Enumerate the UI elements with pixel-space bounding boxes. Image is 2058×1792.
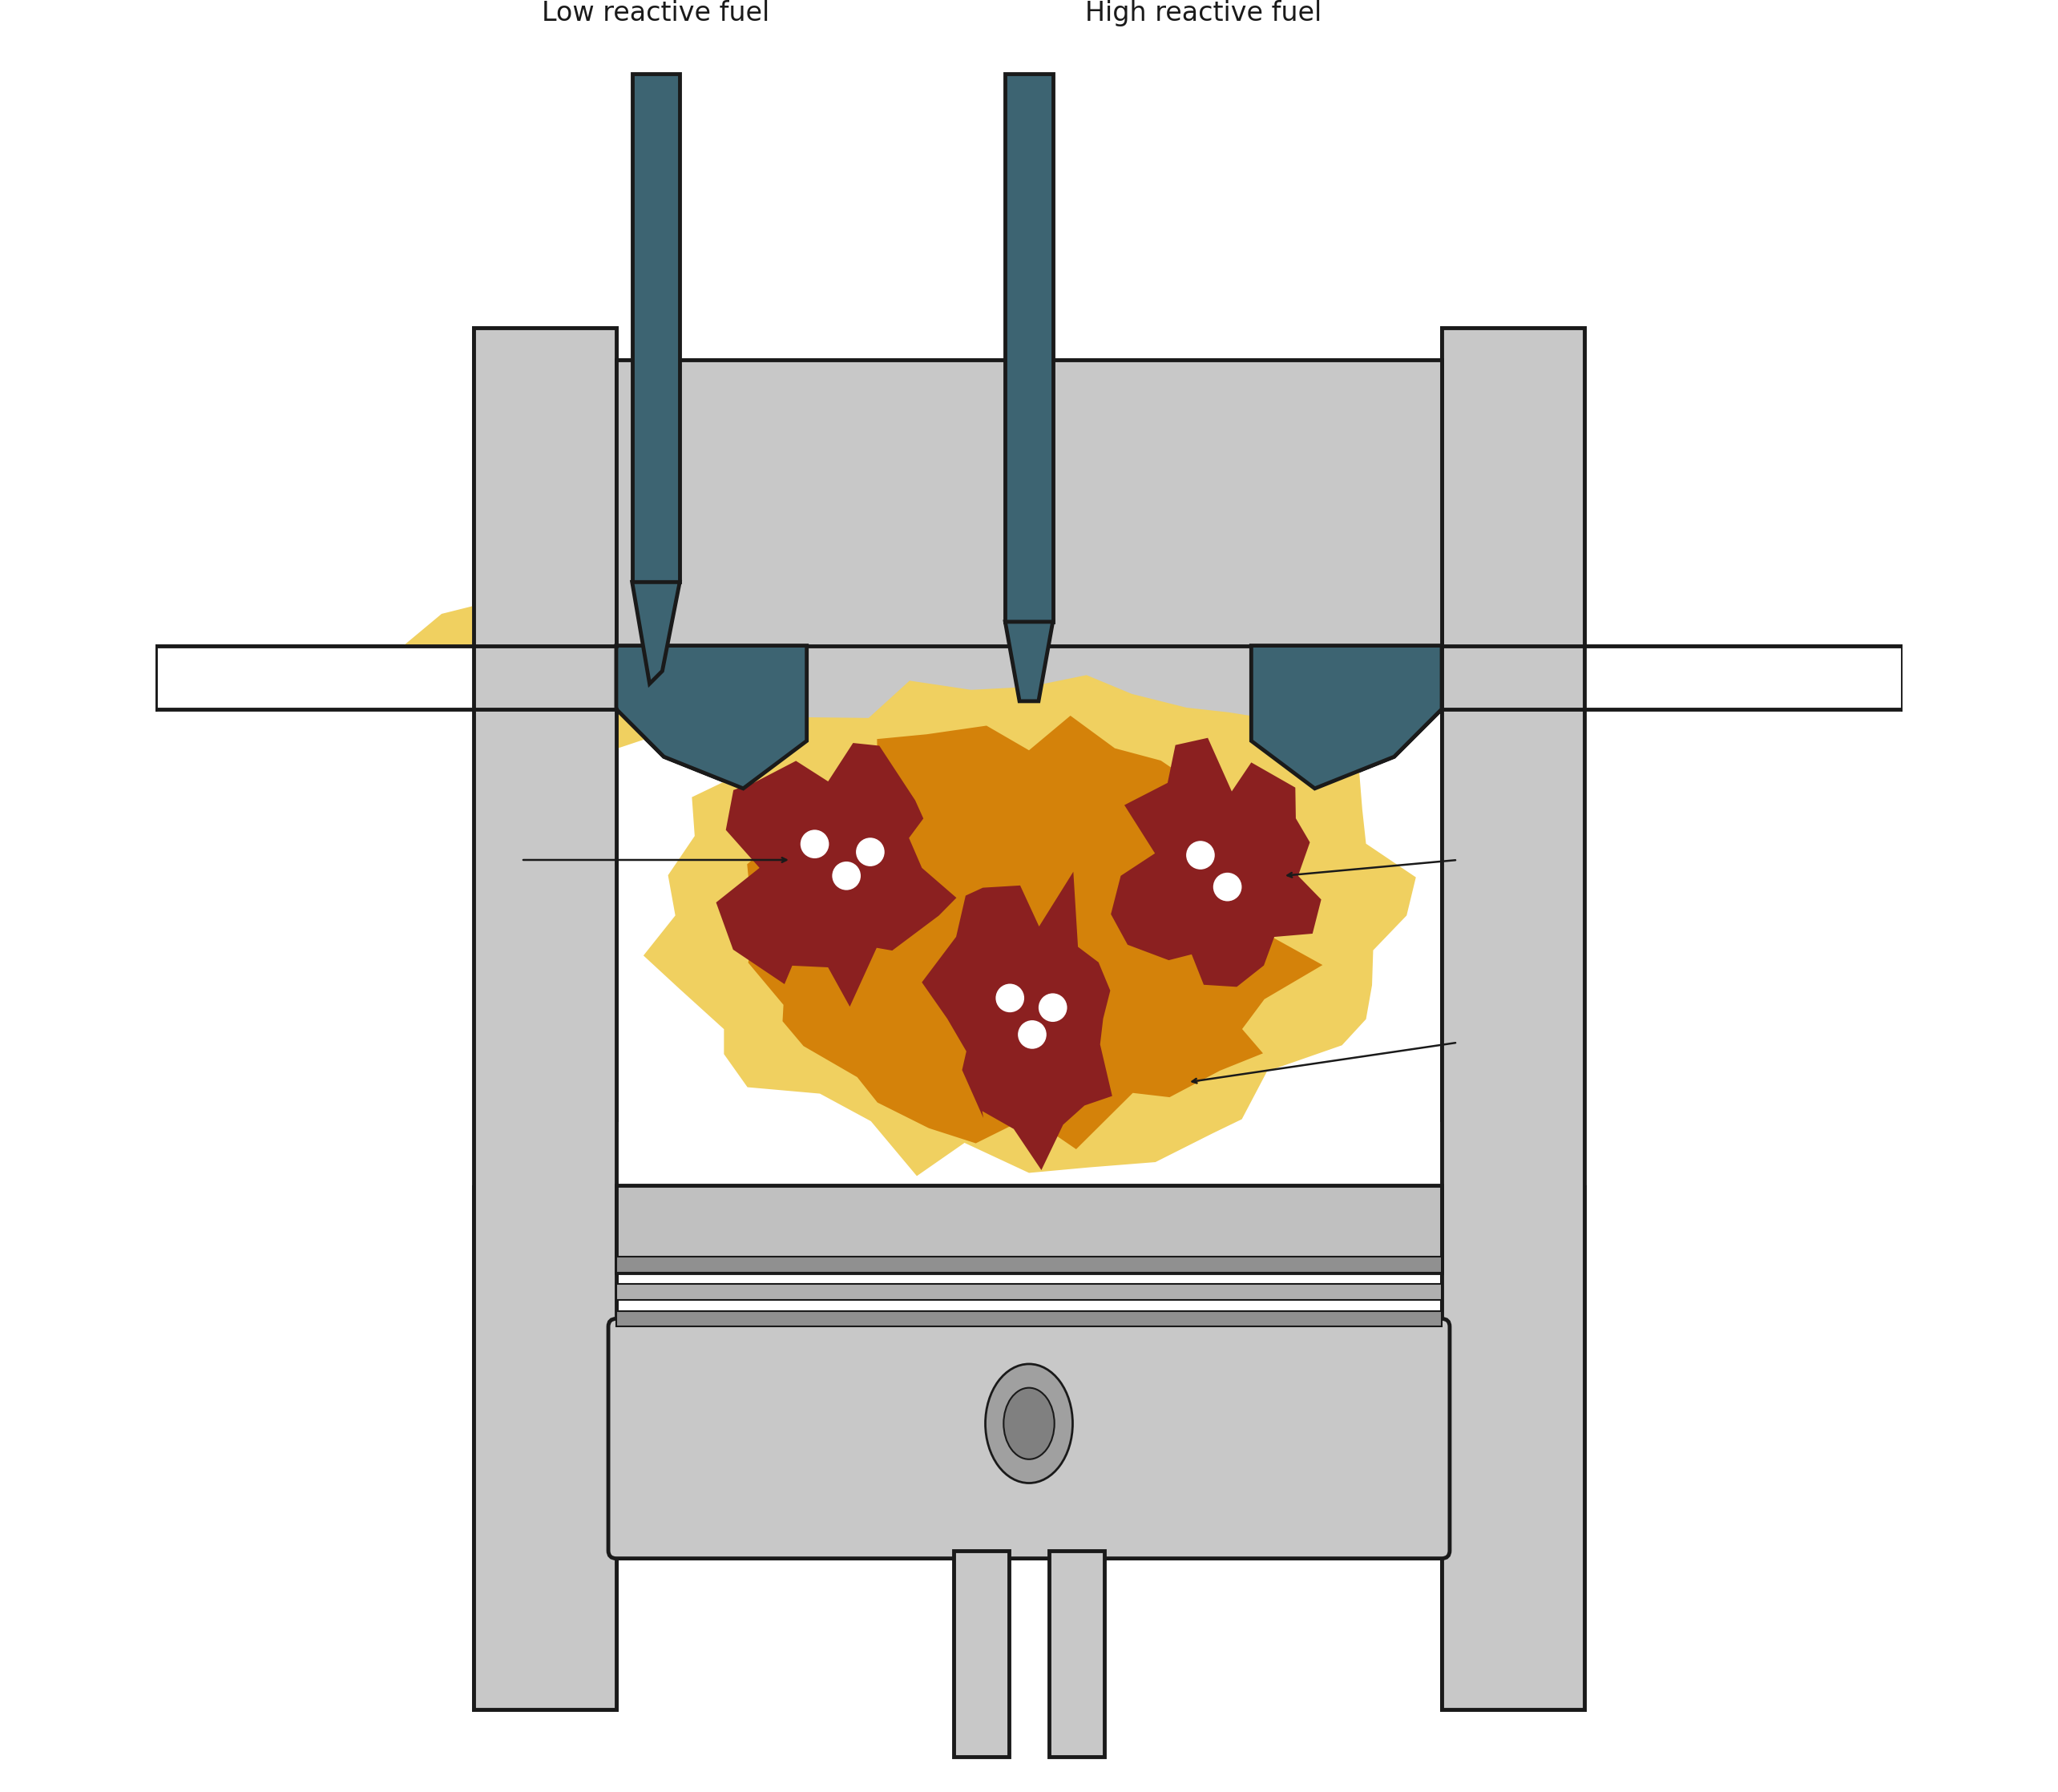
FancyBboxPatch shape [609,1319,1449,1559]
Circle shape [856,837,885,866]
Text: Multiple
ignition
points: Multiple ignition points [1465,815,1572,903]
Circle shape [1019,1020,1045,1048]
Bar [1443,645,1902,710]
Ellipse shape [986,1364,1072,1484]
Bar [1443,328,1585,1710]
Text: Vaporized high
reactive fuel: Vaporized high reactive fuel [165,831,362,889]
Bar [615,1256,1443,1272]
Bar [615,1283,1443,1299]
Bar [615,1185,1443,1272]
Bar [953,1550,1008,1756]
Polygon shape [615,645,807,788]
Polygon shape [1251,645,1443,788]
Bar [473,328,615,1710]
Circle shape [801,830,829,858]
Bar [807,645,1251,788]
Polygon shape [644,676,1416,1176]
Text: High reactive fuel: High reactive fuel [1085,0,1321,27]
Polygon shape [922,871,1111,1170]
Polygon shape [716,744,957,1007]
Circle shape [1212,873,1241,901]
Bar [1004,73,1054,622]
Polygon shape [1251,645,1443,788]
Bar [1443,328,1585,1710]
Bar [1443,645,1918,1185]
Text: → Exhaust: → Exhaust [1465,665,1603,690]
Circle shape [1185,840,1214,869]
Ellipse shape [1004,1387,1054,1459]
Bar [615,360,1443,645]
Bar [1050,1550,1105,1756]
Bar [473,328,615,1710]
Bar [615,360,1443,645]
Polygon shape [632,582,679,685]
Polygon shape [362,599,679,756]
Text: Air →: Air → [171,665,239,690]
Bar [615,1122,1443,1185]
Circle shape [1039,993,1068,1021]
Polygon shape [615,645,807,788]
Bar [615,1310,1443,1326]
Text: Low reactive fuel: Low reactive fuel [541,0,770,27]
Polygon shape [632,73,679,582]
Circle shape [831,862,860,891]
Circle shape [996,984,1025,1012]
Bar [156,645,615,1185]
Bar [615,645,1443,1185]
Polygon shape [747,715,1323,1149]
Polygon shape [1004,622,1054,701]
Polygon shape [1111,738,1321,987]
Text: Fuel mixture: Fuel mixture [1465,1029,1632,1055]
